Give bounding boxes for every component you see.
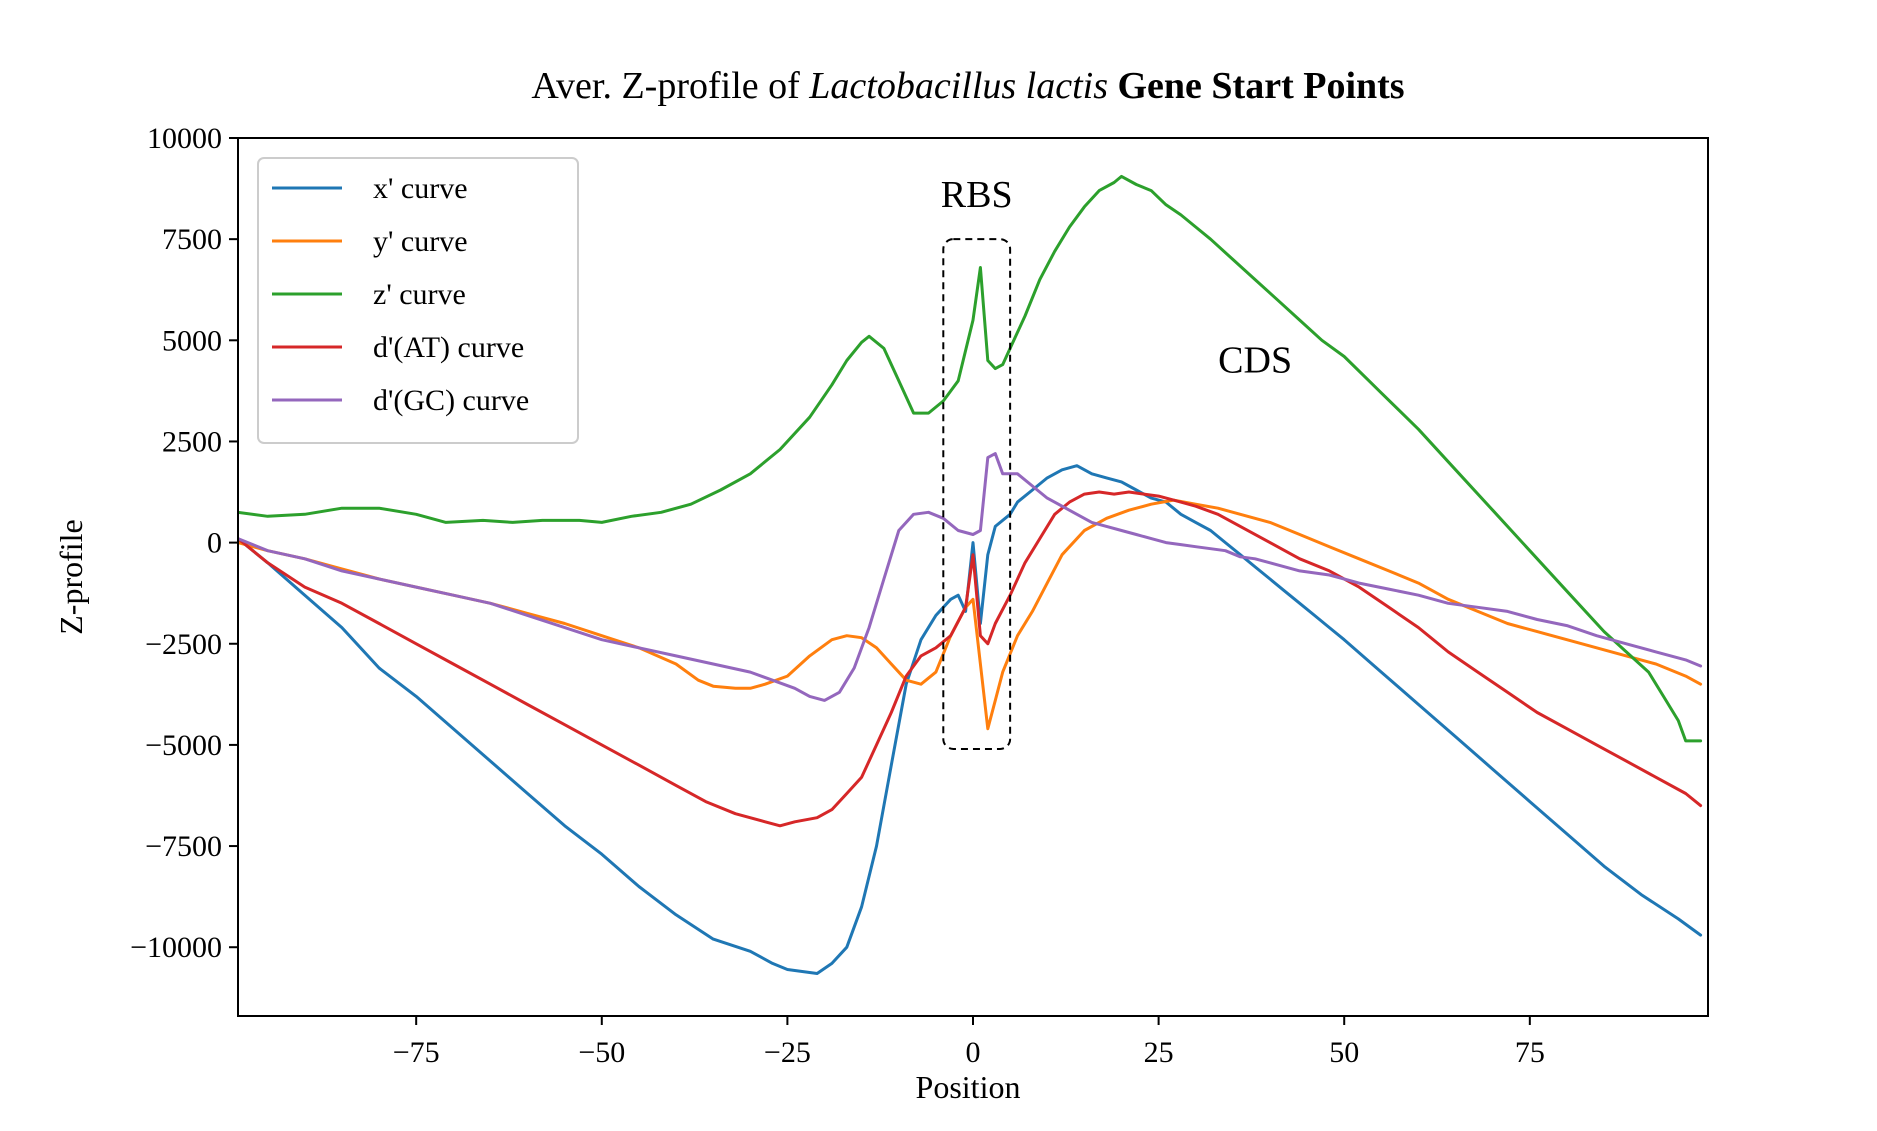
rbs-box — [942, 238, 1012, 750]
series-line-4 — [238, 452, 1703, 702]
x-tick-label: 75 — [1515, 1036, 1545, 1069]
series-line-0 — [238, 464, 1703, 975]
annotation-rbs: RBS — [941, 174, 1013, 216]
x-tick-label: −75 — [393, 1036, 440, 1069]
y-axis-label: Z-profile — [53, 519, 89, 635]
y-tick-label: 0 — [207, 527, 222, 560]
annotations: RBS CDS — [941, 174, 1292, 382]
legend-box — [257, 157, 579, 444]
legend-label: x' curve — [373, 172, 468, 205]
y-tick-label: −7500 — [145, 830, 222, 863]
x-tick-label: −25 — [764, 1036, 811, 1069]
series-line-1 — [238, 498, 1703, 731]
legend-label: y' curve — [373, 225, 468, 258]
legend-label: d'(GC) curve — [373, 384, 529, 417]
series-line-2 — [238, 174, 1703, 743]
series-line-3 — [238, 490, 1703, 828]
y-tick-label: −5000 — [145, 729, 222, 762]
y-tick-label: 7500 — [162, 223, 222, 256]
chart-title: Aver. Z-profile of Lactobacillus lactis … — [531, 65, 1404, 107]
legend-label: z' curve — [373, 278, 466, 311]
chart-title-suffix: Gene Start Points — [1108, 65, 1405, 107]
x-axis-label: Position — [916, 1069, 1021, 1105]
x-tick-label: 25 — [1144, 1036, 1174, 1069]
chart-title-species: Lactobacillus lactis — [808, 65, 1108, 107]
x-tick-label: −50 — [578, 1036, 625, 1069]
x-tick-label: 50 — [1329, 1036, 1359, 1069]
legend: x' curve y' curve z' curve d'(AT) curve d'(G… — [257, 157, 579, 444]
y-tick-label: −10000 — [130, 931, 222, 964]
axes: −75 −50 −25 0 25 50 75 10000 7500 5000 2500 0 −2500 −… — [130, 122, 1709, 1069]
y-tick-label: 2500 — [162, 425, 222, 458]
plot-area — [238, 174, 1703, 975]
rbs-region — [942, 238, 1012, 750]
y-tick-label: −2500 — [145, 628, 222, 661]
legend-label: d'(AT) curve — [373, 331, 524, 364]
chart-title-prefix: Aver. Z-profile of — [531, 65, 809, 107]
x-tick-label: 0 — [966, 1036, 981, 1069]
y-tick-label: 10000 — [147, 122, 222, 155]
y-tick-label: 5000 — [162, 324, 222, 357]
annotation-cds: CDS — [1218, 340, 1292, 382]
